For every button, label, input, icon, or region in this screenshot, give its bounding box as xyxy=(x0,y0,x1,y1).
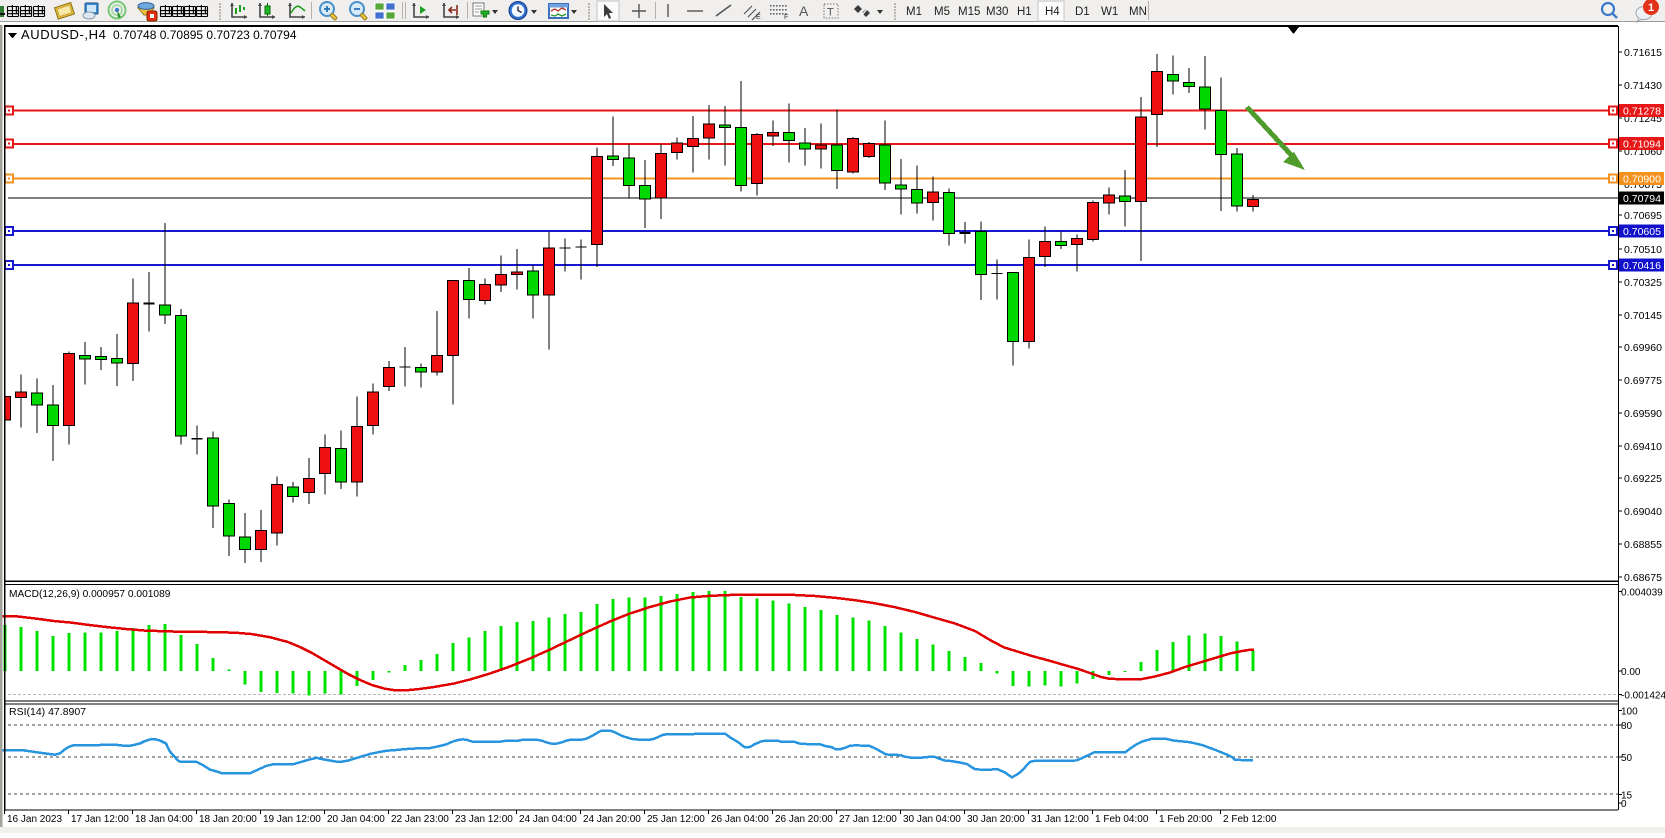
svg-text:25 Jan 12:00: 25 Jan 12:00 xyxy=(647,814,705,825)
svg-text:30 Jan 04:00: 30 Jan 04:00 xyxy=(903,814,961,825)
svg-text:50: 50 xyxy=(1621,753,1633,764)
svg-text:0.69225: 0.69225 xyxy=(1624,473,1662,485)
svg-text:22 Jan 23:00: 22 Jan 23:00 xyxy=(391,814,449,825)
svg-text:0: 0 xyxy=(1621,799,1627,810)
svg-text:M15: M15 xyxy=(958,6,980,18)
svg-text:0.70900: 0.70900 xyxy=(1623,173,1661,185)
svg-text:0.00: 0.00 xyxy=(1621,667,1641,678)
svg-text:19 Jan 12:00: 19 Jan 12:00 xyxy=(263,814,321,825)
svg-text:26 Jan 04:00: 26 Jan 04:00 xyxy=(711,814,769,825)
svg-text:24 Jan 20:00: 24 Jan 20:00 xyxy=(583,814,641,825)
svg-text:17 Jan 12:00: 17 Jan 12:00 xyxy=(71,814,129,825)
svg-text:0.71094: 0.71094 xyxy=(1623,138,1661,150)
svg-text:15: 15 xyxy=(1621,791,1633,802)
svg-text:26 Jan 20:00: 26 Jan 20:00 xyxy=(775,814,833,825)
svg-text:1: 1 xyxy=(1648,2,1654,14)
svg-text:A: A xyxy=(799,3,809,19)
svg-text:30 Jan 20:00: 30 Jan 20:00 xyxy=(967,814,1025,825)
svg-text:0.71615: 0.71615 xyxy=(1624,47,1662,59)
svg-text:MACD(12,26,9) 0.000957 0.00108: MACD(12,26,9) 0.000957 0.001089 xyxy=(9,589,171,600)
svg-text:RSI(14) 47.8907: RSI(14) 47.8907 xyxy=(9,706,86,718)
svg-text:80: 80 xyxy=(1621,721,1633,732)
svg-text:0.70605: 0.70605 xyxy=(1623,226,1661,238)
svg-text:MN: MN xyxy=(1129,6,1147,18)
svg-text:2 Feb 12:00: 2 Feb 12:00 xyxy=(1223,814,1277,825)
svg-text:F: F xyxy=(784,14,788,21)
svg-text:0.70416: 0.70416 xyxy=(1623,260,1661,272)
svg-text:D1: D1 xyxy=(1075,6,1090,18)
svg-text:0.69040: 0.69040 xyxy=(1624,506,1662,518)
svg-text:0.70695: 0.70695 xyxy=(1624,210,1662,222)
svg-text:0.70748 0.70895 0.70723 0.7079: 0.70748 0.70895 0.70723 0.70794 xyxy=(113,28,297,42)
svg-text:W1: W1 xyxy=(1101,6,1118,18)
svg-text:M1: M1 xyxy=(906,6,922,18)
svg-text:16 Jan 2023: 16 Jan 2023 xyxy=(7,814,62,825)
svg-text:M30: M30 xyxy=(986,6,1008,18)
svg-text:18 Jan 04:00: 18 Jan 04:00 xyxy=(135,814,193,825)
svg-text:27 Jan 12:00: 27 Jan 12:00 xyxy=(839,814,897,825)
svg-text:AUDUSD-,H4: AUDUSD-,H4 xyxy=(21,27,106,42)
svg-text:H1: H1 xyxy=(1017,6,1032,18)
svg-text:0.69590: 0.69590 xyxy=(1624,408,1662,420)
svg-text:0.68855: 0.68855 xyxy=(1624,539,1662,551)
svg-text:1 Feb 04:00: 1 Feb 04:00 xyxy=(1095,814,1149,825)
svg-text:0.69775: 0.69775 xyxy=(1624,375,1662,387)
svg-text:-0.001424: -0.001424 xyxy=(1621,691,1665,702)
svg-text:0.70794: 0.70794 xyxy=(1623,193,1661,205)
svg-text:1 Feb 20:00: 1 Feb 20:00 xyxy=(1159,814,1213,825)
svg-text:0.68675: 0.68675 xyxy=(1624,572,1662,584)
svg-text:H4: H4 xyxy=(1045,6,1060,18)
svg-text:100: 100 xyxy=(1621,707,1638,718)
svg-text:E: E xyxy=(756,14,761,21)
svg-text:20 Jan 04:00: 20 Jan 04:00 xyxy=(327,814,385,825)
svg-text:23 Jan 12:00: 23 Jan 12:00 xyxy=(455,814,513,825)
svg-text:31 Jan 12:00: 31 Jan 12:00 xyxy=(1031,814,1089,825)
svg-text:0.70325: 0.70325 xyxy=(1624,277,1662,289)
svg-text:0.70510: 0.70510 xyxy=(1624,244,1662,256)
svg-text:0.70145: 0.70145 xyxy=(1624,310,1662,322)
svg-text:M5: M5 xyxy=(934,6,950,18)
svg-text:0.004039: 0.004039 xyxy=(1621,588,1663,599)
svg-text:0.71278: 0.71278 xyxy=(1623,106,1661,118)
svg-text:0.69960: 0.69960 xyxy=(1624,342,1662,354)
svg-text:0.69410: 0.69410 xyxy=(1624,441,1662,453)
svg-text:T: T xyxy=(827,7,834,19)
svg-text:18 Jan 20:00: 18 Jan 20:00 xyxy=(199,814,257,825)
svg-text:24 Jan 04:00: 24 Jan 04:00 xyxy=(519,814,577,825)
svg-text:0.71430: 0.71430 xyxy=(1624,80,1662,92)
